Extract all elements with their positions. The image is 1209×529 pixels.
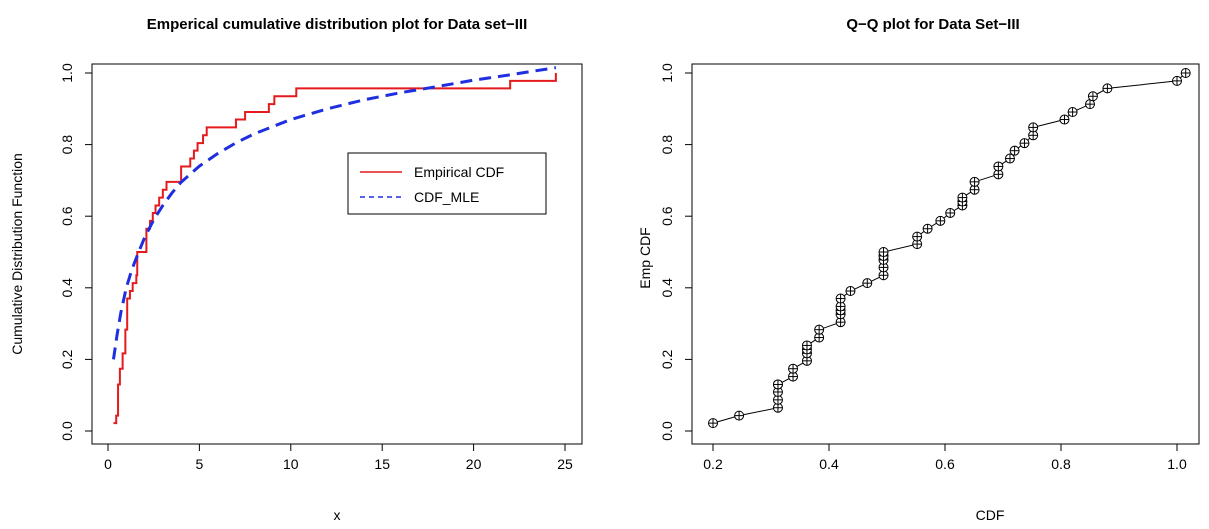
- qq-point: [734, 410, 745, 421]
- qq-point: [708, 418, 718, 429]
- qq-y-axis: 0.0 0.2 0.4 0.6 0.8 1.0: [659, 63, 692, 441]
- qq-point: [1172, 75, 1182, 86]
- qq-point: [935, 215, 946, 226]
- qq-y-tick-label: 1.0: [659, 63, 675, 83]
- ecdf-x-axis-label: x: [334, 507, 341, 523]
- ecdf-y-tick-label: 0.2: [59, 349, 75, 369]
- ecdf-y-tick-label: 0.8: [59, 135, 75, 155]
- ecdf-series-group: [111, 66, 557, 425]
- qq-y-tick-label: 0.4: [659, 278, 675, 298]
- qq-x-axis-label: CDF: [976, 507, 1005, 523]
- qq-point: [1087, 91, 1098, 102]
- qq-x-tick-label: 0.8: [1051, 456, 1071, 472]
- qq-point: [835, 293, 846, 304]
- qq-point: [1059, 114, 1070, 125]
- series-empirical-cdf-line: [113, 73, 557, 425]
- qq-point: [801, 340, 812, 351]
- qq-point: [1028, 122, 1039, 133]
- ecdf-legend: Empirical CDF CDF_MLE: [347, 152, 547, 215]
- qq-plot-frame: [691, 63, 1200, 445]
- qq-y-axis-label: Emp CDF: [637, 227, 653, 288]
- qq-connecting-line: [712, 72, 1187, 424]
- qq-point: [1102, 83, 1113, 94]
- qq-point: [814, 324, 825, 335]
- ecdf-x-tick-label: 5: [196, 456, 204, 472]
- qq-point: [772, 402, 783, 413]
- qq-y-tick-label: 0.0: [659, 421, 675, 441]
- qq-point: [878, 247, 889, 257]
- legend-box: [347, 152, 547, 215]
- qq-point: [993, 161, 1004, 172]
- ecdf-y-tick-label: 0.0: [59, 421, 75, 441]
- qq-series-group: [708, 68, 1191, 429]
- ecdf-x-tick-label: 0: [104, 456, 112, 472]
- qq-point: [1019, 138, 1030, 149]
- qq-point: [969, 176, 980, 187]
- qq-y-tick-label: 0.8: [659, 135, 675, 155]
- qq-x-tick-label: 0.4: [819, 456, 839, 472]
- legend-label-empirical-cdf: Empirical CDF: [414, 164, 504, 180]
- qq-point: [845, 286, 856, 297]
- qq-point: [957, 192, 968, 203]
- qq-point: [814, 332, 825, 343]
- ecdf-chart: Emperical cumulative distribution plot f…: [9, 16, 583, 523]
- ecdf-y-tick-label: 1.0: [59, 63, 75, 83]
- qq-chart-title: Q−Q plot for Data Set−III: [846, 16, 1019, 33]
- qq-point: [772, 379, 783, 390]
- ecdf-x-tick-label: 25: [557, 456, 573, 472]
- qq-x-tick-label: 0.2: [703, 456, 723, 472]
- qq-x-tick-label: 1.0: [1167, 456, 1187, 472]
- qq-point: [922, 223, 933, 234]
- qq-point: [788, 363, 799, 374]
- ecdf-y-tick-label: 0.6: [59, 206, 75, 226]
- qq-point: [912, 231, 923, 242]
- qq-chart: Q−Q plot for Data Set−III 0.2 0.4 0.6 0.8 1.…: [637, 16, 1200, 523]
- ecdf-x-tick-label: 10: [283, 456, 299, 472]
- ecdf-y-axis: 0.0 0.2 0.4 0.6 0.8 1.0: [59, 63, 92, 441]
- ecdf-y-axis-label: Cumulative Distribution Function: [9, 153, 25, 355]
- series-cdf-mle-line: [111, 66, 557, 360]
- qq-point: [1180, 68, 1191, 78]
- qq-point: [1067, 107, 1078, 118]
- qq-point: [1009, 145, 1020, 156]
- qq-point: [1004, 153, 1015, 164]
- qq-x-tick-label: 0.6: [935, 456, 955, 472]
- qq-y-tick-label: 0.2: [659, 349, 675, 369]
- ecdf-chart-title: Emperical cumulative distribution plot f…: [147, 16, 528, 33]
- ecdf-y-tick-label: 0.4: [59, 278, 75, 298]
- legend-label-cdf-mle: CDF_MLE: [414, 189, 479, 205]
- qq-point: [945, 207, 956, 218]
- ecdf-x-axis: 0 5 10 15 20 25: [104, 444, 573, 472]
- ecdf-x-tick-label: 20: [466, 456, 482, 472]
- qq-x-axis: 0.2 0.4 0.6 0.8 1.0: [703, 444, 1187, 472]
- ecdf-plot-frame: [91, 63, 583, 445]
- qq-y-tick-label: 0.6: [659, 206, 675, 226]
- ecdf-x-tick-label: 15: [374, 456, 390, 472]
- qq-point: [862, 278, 873, 289]
